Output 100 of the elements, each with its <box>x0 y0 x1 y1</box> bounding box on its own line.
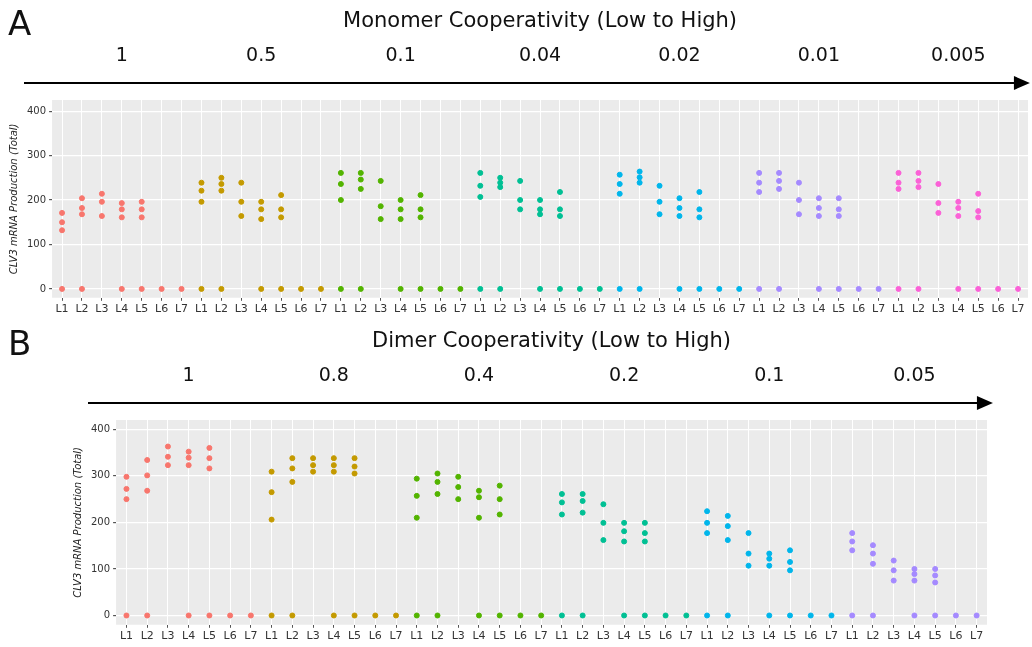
y-tick-label: 400 <box>90 422 111 434</box>
x-tick-label: L7 <box>453 302 467 316</box>
x-tick-label: L7 <box>872 302 886 316</box>
y-tick-label: 100 <box>90 562 111 574</box>
y-tick-label: 300 <box>26 149 47 161</box>
x-tick-label: L5 <box>928 629 942 643</box>
x-tick-label: L3 <box>652 302 667 316</box>
x-tick-label: L3 <box>95 302 109 316</box>
x-tick-label: L7 <box>534 629 548 643</box>
x-tick-label: L4 <box>672 302 687 316</box>
y-tick-label: 300 <box>90 469 111 481</box>
x-tick-label: L2 <box>285 629 299 643</box>
x-tick-label: L6 <box>513 629 528 643</box>
x-tick-label: L6 <box>433 302 448 316</box>
y-tick-label: 100 <box>26 238 47 250</box>
x-tick-label: L1 <box>55 302 69 316</box>
x-tick-label: L4 <box>182 629 196 643</box>
y-axis-title: CLV3 mRNA Production (Total) <box>71 447 83 598</box>
x-tick-label: L7 <box>244 629 258 643</box>
x-tick-label: L6 <box>155 302 169 316</box>
text: A <box>8 2 32 43</box>
x-tick-label: L3 <box>513 302 527 316</box>
x-tick-label: L6 <box>368 629 382 643</box>
x-tick-label: L7 <box>824 629 839 643</box>
x-tick-label: L3 <box>792 302 806 316</box>
x-tick-label: L1 <box>194 302 209 316</box>
text: 0.8 <box>318 362 349 385</box>
x-tick-label: L6 <box>804 629 818 643</box>
chart-title: Monomer Cooperativity (Low to High) <box>343 8 738 33</box>
x-tick-label: L3 <box>931 302 945 316</box>
text: 0.4 <box>463 362 495 385</box>
x-tick-label: L6 <box>659 629 673 643</box>
x-tick-label: L2 <box>633 302 647 316</box>
x-tick-label: L6 <box>949 629 963 643</box>
y-tick-label: 200 <box>26 193 47 205</box>
x-tick-label: L2 <box>75 302 89 316</box>
x-tick-label: L4 <box>533 302 547 316</box>
x-tick-label: L7 <box>1011 302 1025 316</box>
x-tick-label: L4 <box>907 629 921 643</box>
x-tick-label: L1 <box>752 302 766 316</box>
x-tick-label: L2 <box>911 302 926 316</box>
x-tick-label: L1 <box>473 302 487 316</box>
x-tick-label: L4 <box>394 302 408 316</box>
x-tick-label: L5 <box>832 302 846 316</box>
y-tick-label: 200 <box>90 515 111 527</box>
x-tick-label: L5 <box>553 302 567 316</box>
x-tick-label: L5 <box>692 302 706 316</box>
x-tick-label: L3 <box>374 302 388 316</box>
x-tick-label: L1 <box>891 302 906 316</box>
x-tick-label: L1 <box>410 629 424 643</box>
x-tick-label: L3 <box>887 629 901 643</box>
x-tick-label: L4 <box>812 302 826 316</box>
x-tick-label: L4 <box>617 629 631 643</box>
x-tick-label: L2 <box>493 302 507 316</box>
text: 0.01 <box>797 42 841 65</box>
text: 0.02 <box>658 42 701 65</box>
x-tick-label: L5 <box>971 302 985 316</box>
x-tick-label: L1 <box>119 629 134 643</box>
x-tick-label: L5 <box>493 629 507 643</box>
x-tick-label: L1 <box>334 302 348 316</box>
x-tick-label: L7 <box>679 629 693 643</box>
x-tick-label: L4 <box>327 629 341 643</box>
y-tick-label: 0 <box>103 609 111 621</box>
x-tick-label: L4 <box>115 302 129 316</box>
x-tick-label: L2 <box>866 629 880 643</box>
text: 0.04 <box>518 42 562 65</box>
text: B <box>8 322 32 363</box>
x-tick-label: L5 <box>638 629 652 643</box>
x-tick-label: L6 <box>852 302 866 316</box>
text: 0.005 <box>931 42 986 65</box>
x-tick-label: L4 <box>254 302 268 316</box>
x-tick-label: L2 <box>430 629 445 643</box>
text: 1 <box>182 362 195 385</box>
x-tick-label: L6 <box>712 302 726 316</box>
x-tick-label: L4 <box>951 302 965 316</box>
x-tick-label: L2 <box>576 629 590 643</box>
x-tick-label: L2 <box>721 629 735 643</box>
y-tick-label: 400 <box>26 104 47 116</box>
x-tick-label: L2 <box>140 629 154 643</box>
x-tick-label: L6 <box>573 302 587 316</box>
x-tick-label: L3 <box>451 629 465 643</box>
x-tick-label: L7 <box>732 302 746 316</box>
x-tick-label: L5 <box>274 302 288 316</box>
x-tick-label: L6 <box>294 302 308 316</box>
x-tick-label: L4 <box>472 629 486 643</box>
x-tick-label: L3 <box>234 302 248 316</box>
x-tick-label: L3 <box>161 629 175 643</box>
x-tick-label: L5 <box>347 629 362 643</box>
text: 0.2 <box>609 362 640 385</box>
x-tick-label: L1 <box>613 302 627 316</box>
text: 0.1 <box>754 362 785 385</box>
x-tick-label: L7 <box>389 629 403 643</box>
x-tick-label: L1 <box>845 629 859 643</box>
x-tick-label: L5 <box>135 302 149 316</box>
x-tick-label: L1 <box>555 629 569 643</box>
y-axis-title: CLV3 mRNA Production (Total) <box>7 123 19 275</box>
text: 0.05 <box>893 362 936 385</box>
x-tick-label: L6 <box>223 629 237 643</box>
chart-title: Dimer Cooperativity (Low to High) <box>372 328 731 353</box>
x-tick-label: L2 <box>772 302 786 316</box>
